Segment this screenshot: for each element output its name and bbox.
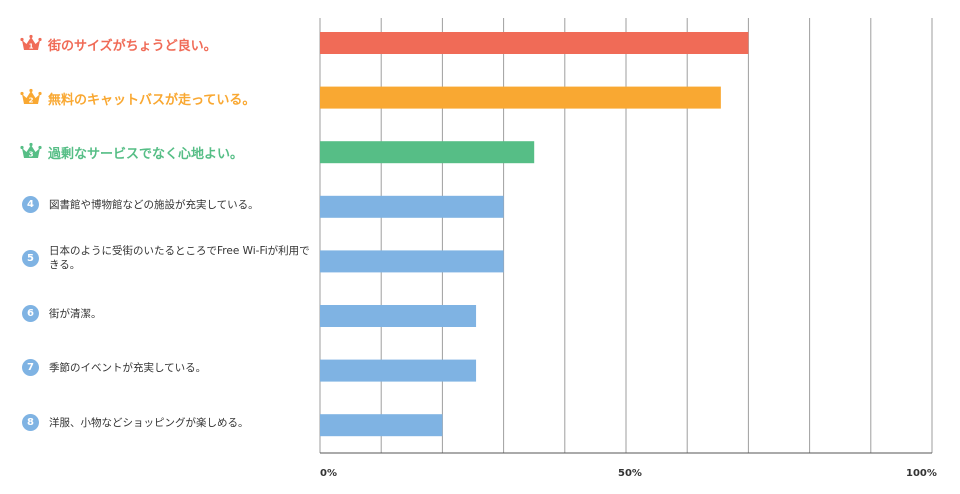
- category-label: 日本のように受街のいたるところでFree Wi-Fiが利用できる。: [49, 245, 310, 271]
- rank-5-badge: 5: [22, 249, 39, 267]
- crown-1-icon: 1: [20, 34, 42, 51]
- bar-5: [320, 250, 504, 273]
- rank-number: 3: [29, 151, 34, 159]
- category-label: 無料のキャットバスが走っている。: [48, 92, 256, 108]
- bar-7: [320, 359, 477, 382]
- rank-5-label: 5 日本のように受街のいたるところでFree Wi-Fiが利用できる。: [20, 244, 311, 272]
- bar-4: [320, 195, 504, 218]
- rank-6-label: 6 街が清潔。: [20, 305, 311, 322]
- rank-1-label: 1 街のサイズがちょうど良い。: [20, 33, 217, 55]
- x-tick-label: 100%: [906, 468, 937, 479]
- bar-2: [320, 86, 721, 109]
- rank-8-badge: 8: [22, 414, 39, 431]
- rank-3-label: 3 過剰なサービスでなく心地よい。: [20, 141, 243, 163]
- category-label: 季節のイベントが充実している。: [49, 361, 207, 374]
- crown-2-icon: 2: [20, 88, 42, 105]
- rank-number: 2: [29, 97, 34, 105]
- x-tick-label: 50%: [618, 468, 642, 479]
- rank-4-label: 4 図書館や博物館などの施設が充実している。: [20, 196, 311, 213]
- rank-6-badge: 6: [22, 305, 39, 322]
- bar-8: [320, 414, 443, 437]
- bar-3: [320, 141, 535, 164]
- rank-7-label: 7 季節のイベントが充実している。: [20, 359, 311, 376]
- category-label: 洋服、小物などショッピングが楽しめる。: [49, 416, 249, 429]
- rank-8-label: 8 洋服、小物などショッピングが楽しめる。: [20, 414, 311, 431]
- category-label: 街が清潔。: [49, 307, 102, 320]
- rank-number: 1: [29, 43, 34, 51]
- rank-4-badge: 4: [22, 196, 39, 213]
- category-label: 過剰なサービスでなく心地よい。: [48, 146, 244, 162]
- bar-6: [320, 305, 477, 327]
- rank-2-label: 2 無料のキャットバスが走っている。: [20, 87, 255, 109]
- category-label: 街のサイズがちょうど良い。: [48, 38, 217, 54]
- bar-1: [320, 32, 749, 54]
- crown-3-icon: 3: [20, 142, 42, 159]
- x-tick-label: 0%: [320, 468, 337, 479]
- category-label: 図書館や博物館などの施設が充実している。: [49, 198, 259, 211]
- rank-7-badge: 7: [22, 359, 39, 376]
